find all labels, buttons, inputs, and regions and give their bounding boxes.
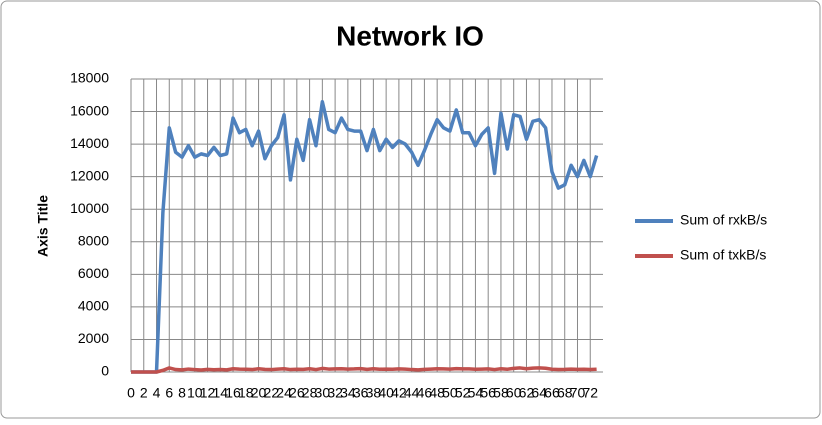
x-tick-label: 38: [366, 385, 382, 401]
x-tick-label: 12: [200, 385, 216, 401]
y-tick-label: 6000: [78, 265, 109, 281]
x-tick-label: 2: [140, 385, 148, 401]
x-tick-label: 54: [468, 385, 484, 401]
x-tick-label: 30: [315, 385, 331, 401]
x-tick-label: 56: [480, 385, 496, 401]
x-tick-label: 26: [289, 385, 305, 401]
x-tick-label: 24: [276, 385, 292, 401]
x-tick-label: 22: [264, 385, 280, 401]
x-tick-label: 36: [353, 385, 369, 401]
x-tick-label: 20: [251, 385, 267, 401]
x-tick-label: 0: [127, 385, 135, 401]
x-tick-label: 72: [582, 385, 598, 401]
x-tick-label: 68: [557, 385, 573, 401]
chart-title: Network IO: [336, 20, 484, 51]
x-tick-label: 32: [327, 385, 343, 401]
legend-label: Sum of rxkB/s: [680, 212, 767, 228]
y-tick-label: 14000: [70, 135, 109, 151]
x-tick-label: 8: [178, 385, 186, 401]
x-tick-label: 4: [153, 385, 161, 401]
y-tick-label: 16000: [70, 102, 109, 118]
x-tick-label: 10: [187, 385, 203, 401]
y-tick-label: 0: [101, 363, 109, 379]
series-line: [131, 366, 597, 374]
x-tick-label: 64: [531, 385, 547, 401]
y-tick-label: 18000: [70, 70, 109, 86]
y-tick-label: 2000: [78, 330, 109, 346]
x-tick-label: 40: [378, 385, 394, 401]
y-tick-label: 4000: [78, 298, 109, 314]
x-tick-label: 34: [340, 385, 356, 401]
x-tick-label: 60: [506, 385, 522, 401]
x-tick-label: 70: [570, 385, 586, 401]
x-tick-label: 14: [213, 385, 229, 401]
x-tick-label: 52: [455, 385, 471, 401]
x-tick-label: 50: [442, 385, 458, 401]
x-tick-label: 28: [302, 385, 318, 401]
y-tick-label: 12000: [70, 167, 109, 183]
x-tick-label: 44: [404, 385, 420, 401]
x-tick-label: 18: [238, 385, 254, 401]
x-tick-label: 16: [225, 385, 241, 401]
x-tick-label: 58: [493, 385, 509, 401]
series-line: [131, 100, 599, 374]
x-tick-label: 66: [544, 385, 560, 401]
x-tick-label: 48: [429, 385, 445, 401]
x-tick-label: 46: [417, 385, 433, 401]
x-tick-label: 62: [519, 385, 535, 401]
x-tick-label: 6: [165, 385, 173, 401]
y-axis-title: Axis Title: [35, 195, 51, 257]
x-tick-label: 42: [391, 385, 407, 401]
legend-label: Sum of txkB/s: [680, 247, 766, 263]
y-tick-label: 10000: [70, 200, 109, 216]
y-tick-label: 8000: [78, 232, 109, 248]
